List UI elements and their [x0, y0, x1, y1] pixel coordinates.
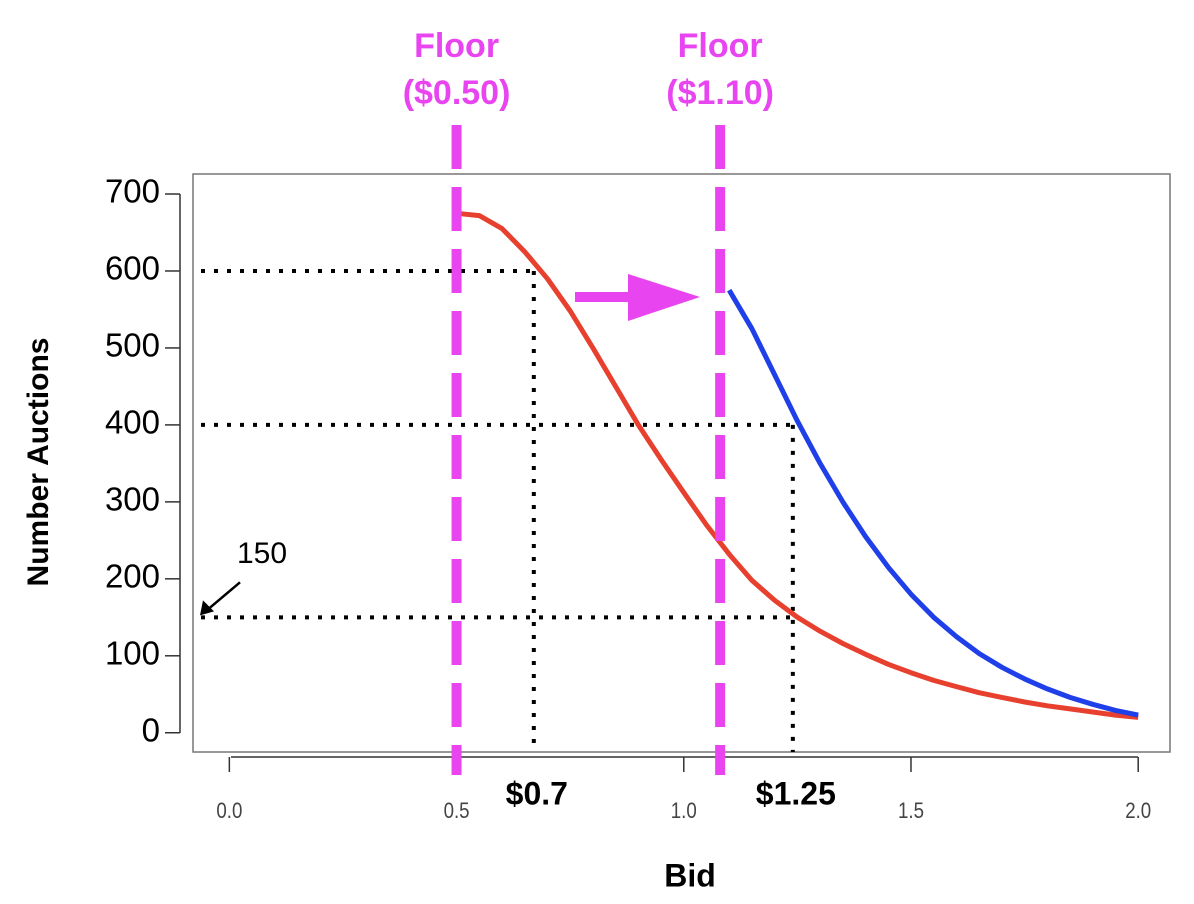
annotation-arrowhead	[200, 600, 214, 616]
x-axis-label: Bid	[664, 857, 716, 893]
x-tick-label: 0.0	[216, 799, 242, 823]
x-tick-label: 2.0	[1125, 799, 1151, 823]
y-tick-label: 400	[105, 404, 160, 441]
y-tick-label: 0	[142, 711, 160, 748]
y-tick-label: 700	[105, 173, 160, 210]
arrow-head	[628, 274, 700, 321]
y-axis-label: Number Auctions	[22, 338, 55, 587]
annotation-arrow	[207, 581, 241, 611]
guide-label: $0.7	[506, 775, 568, 811]
y-tick-label: 100	[105, 635, 160, 672]
x-tick-label: 1.5	[898, 799, 924, 823]
guide-label: $1.25	[756, 775, 836, 811]
y-tick-label: 600	[105, 250, 160, 287]
floor-label: Floor	[678, 27, 763, 65]
floor-label: ($1.10)	[666, 74, 774, 112]
y-tick-label: 500	[105, 327, 160, 364]
x-tick-label: 0.5	[444, 799, 470, 823]
floor-label: ($0.50)	[403, 74, 511, 112]
floor-label: Floor	[414, 27, 499, 65]
plot-frame	[192, 173, 1171, 753]
shift-arrow	[575, 274, 700, 321]
annotation-label: 150	[237, 537, 287, 570]
y-tick-label: 300	[105, 481, 160, 518]
series-line	[727, 288, 1139, 718]
series-line	[456, 210, 1139, 720]
y-tick-label: 200	[105, 558, 160, 595]
x-tick-label: 1.0	[671, 799, 697, 823]
